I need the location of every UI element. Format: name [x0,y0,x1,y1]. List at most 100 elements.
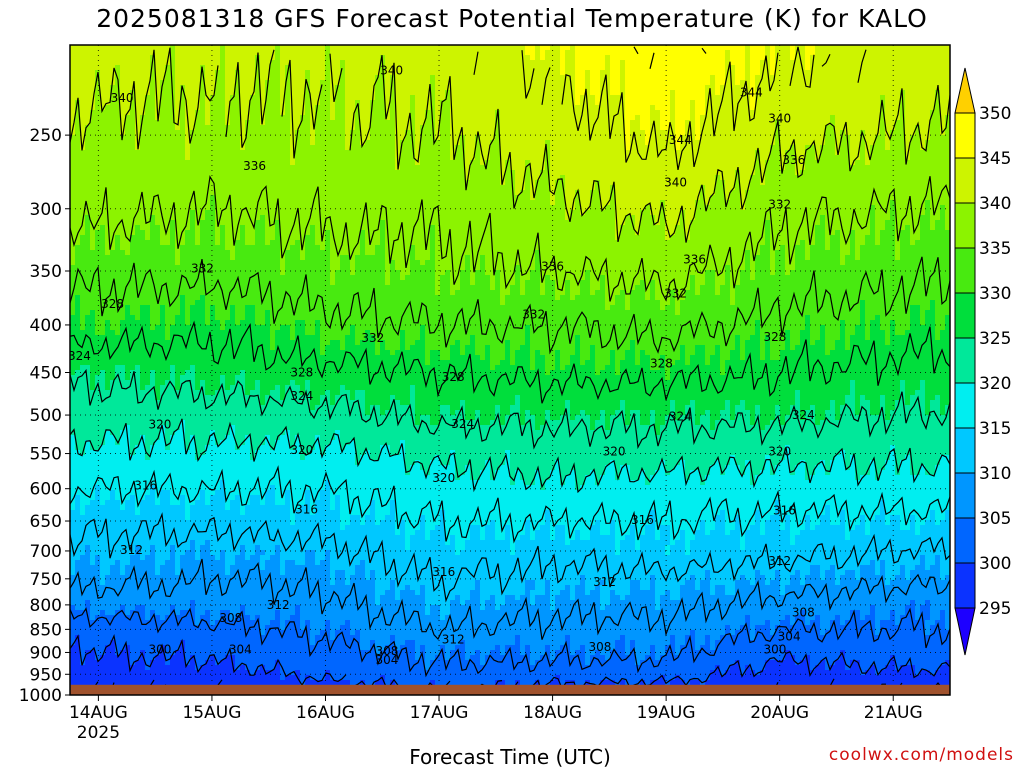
heatmap-cell [120,70,126,76]
heatmap-cell [160,200,166,206]
heatmap-cell [235,525,241,531]
heatmap-cell [170,85,176,91]
heatmap-cell [120,85,126,91]
heatmap-cell [150,570,156,576]
heatmap-cell [250,470,256,476]
heatmap-cell [225,620,231,626]
heatmap-cell [165,80,171,86]
heatmap-cell [115,595,121,601]
heatmap-cell [85,560,91,566]
heatmap-cell [150,360,156,366]
heatmap-cell [115,445,121,451]
heatmap-cell [210,190,216,196]
heatmap-cell [230,45,236,51]
heatmap-cell [180,260,186,266]
heatmap-cell [175,260,181,266]
heatmap-cell [105,665,111,671]
heatmap-cell [260,105,266,111]
heatmap-cell [195,515,201,521]
heatmap-cell [200,590,206,596]
heatmap-cell [115,195,121,201]
heatmap-cell [80,465,86,471]
heatmap-cell [180,410,186,416]
heatmap-cell [245,580,251,586]
heatmap-cell [90,135,96,141]
heatmap-cell [175,125,181,131]
heatmap-cell [120,335,126,341]
heatmap-cell [210,385,216,391]
heatmap-cell [170,545,176,551]
heatmap-cell [255,205,261,211]
heatmap-cell [100,390,106,396]
heatmap-cell [210,680,216,686]
heatmap-cell [255,290,261,296]
heatmap-cell [195,645,201,651]
heatmap-cell [185,220,191,226]
heatmap-cell [175,190,181,196]
heatmap-cell [205,630,211,636]
heatmap-cell [215,180,221,186]
heatmap-cell [125,625,131,631]
heatmap-cell [70,215,76,221]
heatmap-cell [175,265,181,271]
heatmap-cell [250,170,256,176]
heatmap-cell [85,100,91,106]
heatmap-cell [250,525,256,531]
heatmap-cell [205,620,211,626]
heatmap-cell [210,280,216,286]
heatmap-cell [125,525,131,531]
heatmap-cell [165,210,171,216]
heatmap-cell [190,45,196,51]
heatmap-cell [90,165,96,171]
heatmap-cell [220,95,226,101]
heatmap-cell [150,650,156,656]
heatmap-cell [150,545,156,551]
heatmap-cell [80,565,86,571]
heatmap-cell [100,350,106,356]
heatmap-cell [80,665,86,671]
heatmap-cell [240,250,246,256]
heatmap-cell [135,150,141,156]
heatmap-cell [170,385,176,391]
heatmap-cell [100,355,106,361]
heatmap-cell [110,530,116,536]
heatmap-cell [225,345,231,351]
heatmap-cell [135,535,141,541]
heatmap-cell [130,155,136,161]
heatmap-cell [255,305,261,311]
heatmap-cell [215,175,221,181]
heatmap-cell [70,180,76,186]
heatmap-cell [180,145,186,151]
heatmap-cell [220,330,226,336]
heatmap-cell [85,555,91,561]
heatmap-cell [150,365,156,371]
heatmap-cell [195,620,201,626]
heatmap-cell [175,310,181,316]
heatmap-cell [125,330,131,336]
heatmap-cell [165,500,171,506]
heatmap-cell [80,650,86,656]
heatmap-cell [240,610,246,616]
heatmap-cell [180,315,186,321]
heatmap-cell [90,245,96,251]
heatmap-cell [155,80,161,86]
heatmap-cell [105,125,111,131]
heatmap-cell [220,155,226,161]
heatmap-cell [135,215,141,221]
heatmap-cell [245,605,251,611]
heatmap-cell [185,295,191,301]
heatmap-cell [80,485,86,491]
heatmap-cell [200,660,206,666]
heatmap-cell [140,535,146,541]
heatmap-cell [230,485,236,491]
heatmap-cell [120,675,126,681]
heatmap-cell [205,230,211,236]
heatmap-cell [85,575,91,581]
heatmap-cell [200,350,206,356]
heatmap-cell [95,45,101,51]
heatmap-cell [190,455,196,461]
heatmap-cell [245,505,251,511]
heatmap-cell [80,320,86,326]
heatmap-cell [150,555,156,561]
heatmap-cell [250,70,256,76]
